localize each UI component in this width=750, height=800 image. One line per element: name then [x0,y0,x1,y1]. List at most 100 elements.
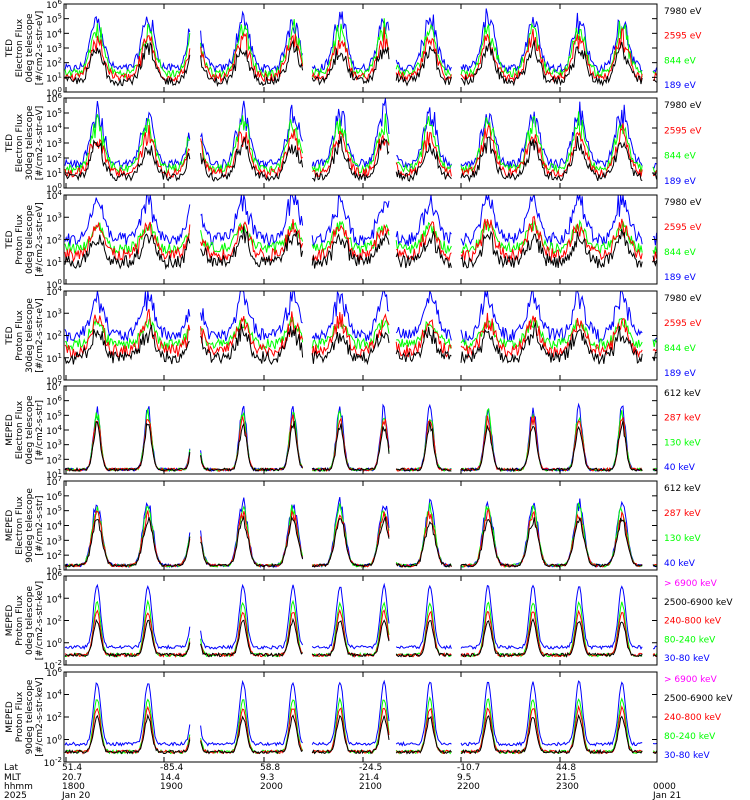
y-tick-label: 105 [46,409,62,422]
panel-frame [63,385,658,475]
y-axis-label: 0deg telescope [25,586,35,656]
y-tick-label: 101 [46,256,62,269]
y-tick-label: 104 [46,689,62,702]
y-tick-label: 101 [46,167,62,180]
legend-entry: > 6900 keV [664,579,718,589]
legend-entry: 844 eV [664,248,697,258]
y-tick-label: 103 [46,137,62,150]
panel-2: 100 101 102 103 104 105 106 TED Electron Flux 30d… [5,92,702,195]
series-trace [64,704,657,755]
y-axis-label: Electron Flux [15,496,25,555]
plot-area [64,679,657,762]
y-axis-label: TED [5,134,15,153]
y-tick-label: 104 [46,424,62,437]
series-trace [64,39,657,88]
legend-entry: 7980 eV [664,7,702,17]
y-tick-label: 103 [46,439,62,452]
legend-entry: 2595 eV [664,223,702,233]
legend-entry: 2595 eV [664,32,702,42]
y-tick-label: 100 [46,734,62,747]
legend-entry: 612 keV [664,484,701,494]
plot-area [64,195,657,271]
legend-entry: 7980 eV [664,101,702,111]
legend-entry: 40 keV [664,463,696,473]
y-tick-label: 103 [46,307,62,320]
legend-entry: 240-800 keV [664,713,722,723]
y-tick-label: 104 [46,520,62,533]
y-axis-label: TED [5,326,15,345]
legend-entry: 2595 eV [664,126,702,136]
x-row-label: MLT [4,773,22,783]
y-tick-label: 106 [46,0,62,11]
y-tick-label: 105 [46,13,62,26]
y-tick-label: 101 [46,71,62,84]
y-axis-label: [#/cm2-s-str-eV] [35,298,45,373]
y-tick-label: 102 [46,234,62,247]
x-tick-label-mlt: 21.4 [359,773,379,783]
x-tick-label-hhmm: 2000 [260,782,283,792]
y-axis-label: [#/cm2-s-str] [35,400,45,460]
x-tick-label-hhmm: 2300 [556,782,579,792]
legend-entry: 130 keV [664,438,701,448]
y-axis-label: [#/cm2-s-str-keV] [35,581,45,660]
legend-entry: 30-80 keV [664,751,710,761]
y-tick-label: 104 [46,27,62,40]
y-axis-label: 90deg telescope [25,679,35,754]
series-trace [64,26,657,84]
y-tick-label: 104 [46,189,62,202]
series-trace [64,316,657,352]
y-axis-label: 0deg telescope [25,395,35,465]
legend-entry: 189 eV [664,273,697,283]
y-axis-label: Proton Flux [15,310,25,361]
series-trace [64,515,657,569]
x-row-label: hhmm [4,782,33,792]
legend-entry: 2500-6900 keV [664,598,733,608]
y-tick-label: 101 [46,352,62,365]
legend-entry: 30-80 keV [664,654,710,664]
x-tick-label-date: Jan 20 [61,791,90,800]
plot-area [64,402,657,473]
y-tick-label: 102 [46,330,62,343]
plot-area [64,582,657,665]
y-tick-label: 103 [46,534,62,547]
x-tick-label-lat: 44.8 [556,763,576,773]
y-tick-label: 100 [46,374,62,387]
y-axis-label: 0deg telescope [25,205,35,275]
legend-entry: 7980 eV [664,294,702,304]
x-tick-label-mlt: 9.5 [457,773,471,783]
y-axis-label: MEPED [5,414,15,446]
y-axis-label: [#/cm2-s-str-eV] [35,106,45,181]
series-trace [64,582,657,651]
y-tick-label: 107 [46,380,62,393]
y-tick-label: 100 [46,278,62,291]
x-tick-label-lat: -85.4 [160,763,184,773]
legend-entry: 612 keV [664,389,701,399]
plot-area [64,291,657,366]
y-axis-label: MEPED [5,701,15,733]
x-row-label: Lat [4,763,19,773]
y-axis-label: 90deg telescope [25,488,35,563]
y-axis-label: 0deg telescope [25,13,35,83]
x-tick-label-hhmm: 1900 [160,782,183,792]
legend-entry: 287 keV [664,414,701,424]
y-tick-label: 104 [46,285,62,298]
x-tick-label-lat: -24.5 [359,763,382,773]
y-tick-label: 105 [46,107,62,120]
x-tick-label-mlt: 9.3 [260,773,274,783]
y-axis-label: Proton Flux [15,595,25,646]
y-axis-label: Electron Flux [15,400,25,459]
y-tick-label: 102 [46,152,62,165]
legend-entry: > 6900 keV [664,675,718,685]
x-tick-label-hhmm: 2100 [359,782,382,792]
panel-7: 10-2 100 102 104 106 MEPED Proton Flux 0deg tel… [5,570,733,672]
legend-entry: 80-240 keV [664,635,716,645]
y-axis-label: Electron Flux [15,113,25,172]
legend-entry: 130 keV [664,534,701,544]
y-tick-label: 107 [46,475,62,488]
y-axis-label: TED [5,39,15,58]
x-tick-label-mlt: 14.4 [160,773,180,783]
y-tick-label: 10-2 [44,756,62,769]
